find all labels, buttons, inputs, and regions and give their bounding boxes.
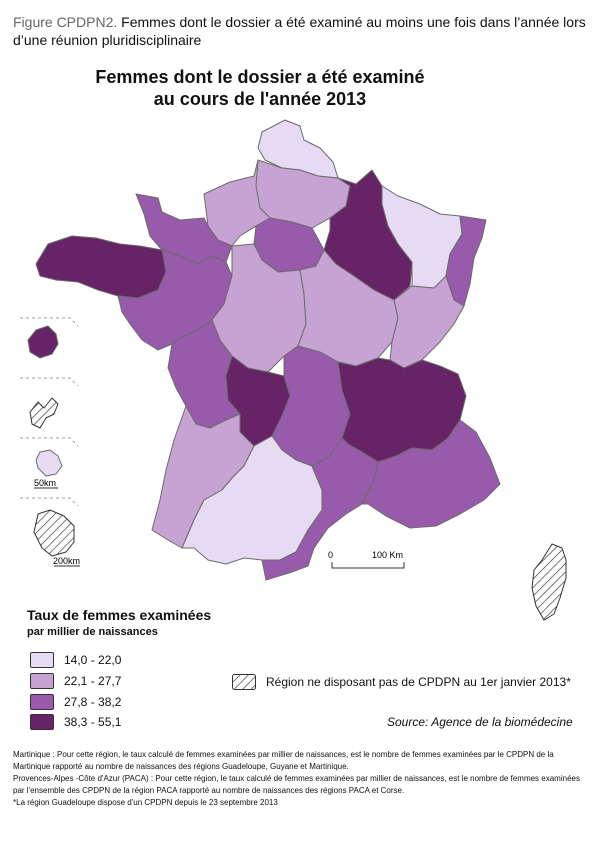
- footnote-martinique: Martinique : Pour cette région, le taux …: [13, 750, 554, 771]
- legend-item: 22,1 - 27,7: [30, 672, 121, 690]
- legend-swatch: [30, 714, 54, 730]
- scale-bar: [331, 562, 405, 569]
- footnote-paca: Provences-Alpes -Côte d'Azur (PACA) : Po…: [13, 774, 580, 795]
- inset-scale-label-1: 50km: [34, 478, 56, 488]
- footnote-guadeloupe: *La région Guadeloupe dispose d'un CPDPN…: [13, 798, 278, 807]
- hatch-legend: Région ne disposant pas de CPDPN au 1er …: [232, 674, 571, 690]
- figure-caption: Femmes dont le dossier a été examiné au …: [13, 14, 586, 48]
- region-guadeloupe: [29, 397, 59, 429]
- hatch-swatch: [232, 674, 256, 690]
- legend-label: 14,0 - 22,0: [64, 653, 122, 667]
- legend-label: 22,1 - 27,7: [64, 674, 122, 688]
- inset-frame-guadeloupe: [20, 377, 79, 387]
- legend-swatch: [30, 673, 54, 689]
- source-note: Source: Agence de la biomédecine: [387, 715, 573, 729]
- region-languedoc-roussillon: [261, 437, 379, 581]
- inset-frame-reunion: [20, 437, 79, 447]
- figure-label: Figure CPDPN2.: [13, 14, 118, 30]
- legend-label: 38,3 - 55,1: [64, 715, 122, 729]
- footnotes: Martinique : Pour cette région, le taux …: [13, 749, 588, 809]
- scale-label-zero: 0: [328, 550, 333, 560]
- region-corse: [531, 543, 567, 621]
- inset-scale-label-2: 200km: [53, 556, 80, 566]
- inset-frame-martinique: [20, 317, 79, 327]
- region-basse-normandie: [135, 193, 233, 265]
- scale-label-max: 100 Km: [372, 550, 403, 560]
- region-martinique: [27, 325, 59, 359]
- region-reunion: [35, 449, 63, 477]
- inset-frame-guyane: [20, 497, 79, 507]
- region-paca: [361, 419, 501, 529]
- legend-item: 14,0 - 22,0: [30, 651, 121, 669]
- region-bretagne: [35, 235, 167, 299]
- map-title: Femmes dont le dossier a été examiné au …: [0, 66, 520, 110]
- map-title-line1: Femmes dont le dossier a été examiné: [95, 67, 425, 87]
- legend-swatch: [30, 652, 54, 668]
- legend-title: Taux de femmes examinées: [27, 607, 212, 623]
- region-franche-comte: [389, 275, 465, 369]
- legend-label: 27,8 - 38,2: [64, 695, 122, 709]
- legend-item: 27,8 - 38,2: [30, 693, 121, 711]
- legend-swatch: [30, 694, 54, 710]
- legend-subtitle: par millier de naissances: [27, 626, 158, 638]
- legend-item: 38,3 - 55,1: [30, 713, 121, 731]
- region-guyane: [33, 509, 75, 557]
- map-title-line2: au cours de l'année 2013: [153, 89, 367, 109]
- hatch-legend-label: Région ne disposant pas de CPDPN au 1er …: [266, 675, 571, 689]
- region-midi-pyrenees: [181, 435, 323, 565]
- figure-title: Figure CPDPN2. Femmes dont le dossier a …: [13, 13, 588, 49]
- region-bourgogne: [297, 249, 399, 367]
